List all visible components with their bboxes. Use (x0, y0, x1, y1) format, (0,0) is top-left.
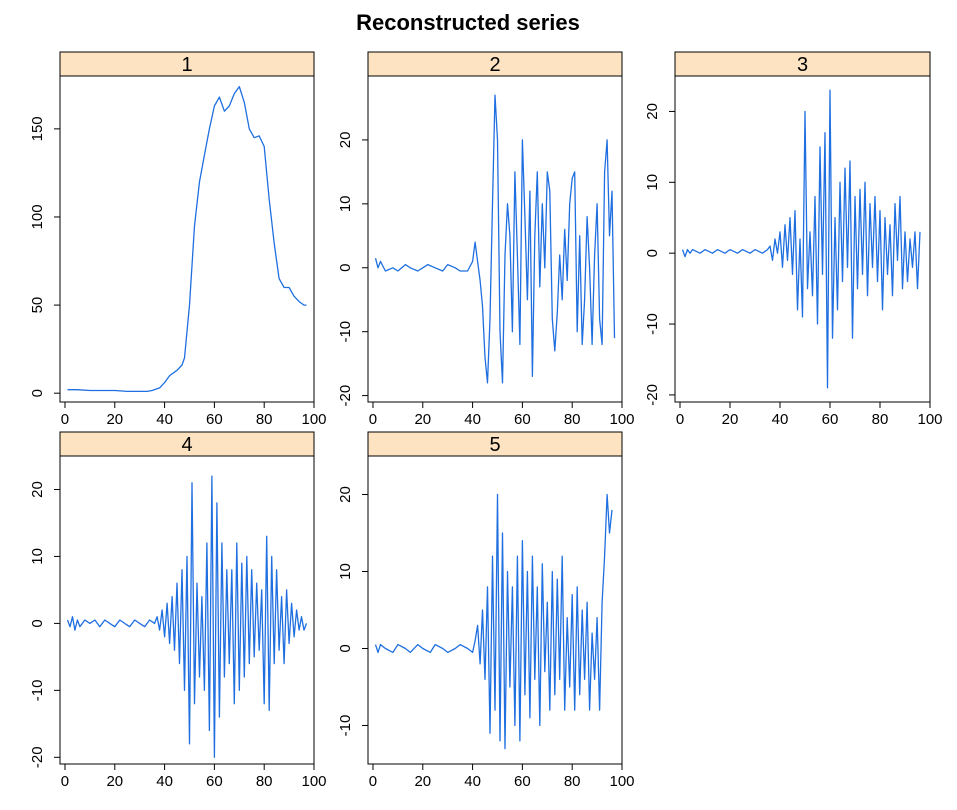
y-tick-label: 20 (644, 103, 661, 120)
y-tick-label: 20 (29, 481, 46, 498)
x-tick-label: 100 (301, 411, 326, 428)
x-tick-label: 80 (256, 411, 273, 428)
panel-strip (59, 51, 315, 77)
y-tick-label: 10 (29, 548, 46, 565)
x-tick-label: 80 (872, 411, 889, 428)
y-tick-label: -10 (337, 321, 354, 343)
y-tick-label: -10 (337, 715, 354, 737)
panel-3: 3 0 20 40 60 80 100 -20 -10 0 10 20 (644, 51, 943, 428)
y-tick-label: 0 (29, 619, 46, 627)
x-tick-label: 80 (256, 773, 273, 790)
panel-strip-label: 2 (489, 54, 500, 76)
x-tick-label: 60 (206, 411, 223, 428)
y-tick-label: 10 (337, 195, 354, 212)
x-tick-label: 0 (61, 773, 69, 790)
x-tick-label: 100 (917, 411, 942, 428)
x-tick-label: 0 (369, 773, 377, 790)
plot-frame (59, 75, 315, 403)
panel-strip (367, 51, 623, 77)
series-line (681, 89, 921, 389)
x-tick-label: 80 (564, 773, 581, 790)
x-tick-label: 20 (414, 411, 431, 428)
plot-frame (59, 455, 315, 765)
plot-frame (367, 75, 623, 403)
x-tick-label: 20 (106, 773, 123, 790)
y-tick-label: -20 (337, 385, 354, 407)
y-tick-label: 50 (29, 297, 46, 314)
x-tick-label: 40 (464, 411, 481, 428)
y-tick-label: 20 (337, 486, 354, 503)
x-tick-label: 80 (564, 411, 581, 428)
x-tick-label: 40 (156, 773, 173, 790)
y-tick-label: 20 (337, 132, 354, 149)
panel-strip-label: 4 (181, 434, 192, 456)
y-tick-label: -10 (644, 313, 661, 335)
panel-5: 5 0 20 40 60 80 100 -10 0 10 20 (337, 431, 635, 790)
series-line (374, 493, 613, 750)
y-tick-label: 0 (337, 644, 354, 652)
panel-strip (367, 431, 623, 457)
x-tick-label: 100 (609, 773, 634, 790)
chart-title: Reconstructed series (356, 10, 580, 35)
x-tick-label: 20 (106, 411, 123, 428)
y-tick-label: 0 (29, 389, 46, 397)
y-tick-label: 10 (644, 174, 661, 191)
panel-strip-label: 3 (797, 54, 808, 76)
series-line (374, 94, 616, 384)
x-tick-label: 60 (822, 411, 839, 428)
panel-strip-label: 5 (489, 434, 500, 456)
x-tick-label: 40 (464, 773, 481, 790)
x-tick-label: 0 (676, 411, 684, 428)
y-tick-label: 0 (337, 264, 354, 272)
series-line (66, 475, 308, 758)
y-tick-label: 150 (29, 116, 46, 141)
panel-strip (59, 431, 315, 457)
y-tick-label: 10 (337, 563, 354, 580)
plot-frame (674, 75, 931, 403)
panel-strip (674, 51, 931, 77)
x-tick-label: 60 (514, 773, 531, 790)
y-tick-label: 100 (29, 204, 46, 229)
x-tick-label: 20 (414, 773, 431, 790)
x-tick-label: 60 (514, 411, 531, 428)
panel-strip-label: 1 (181, 54, 192, 76)
y-tick-label: -20 (644, 384, 661, 406)
x-tick-label: 40 (772, 411, 789, 428)
x-tick-label: 60 (206, 773, 223, 790)
x-tick-label: 40 (156, 411, 173, 428)
x-tick-label: 20 (722, 411, 739, 428)
series-line (67, 85, 307, 393)
x-tick-label: 0 (369, 411, 377, 428)
y-tick-label: -20 (29, 746, 46, 768)
plot-frame (367, 455, 623, 765)
y-tick-label: 0 (644, 249, 661, 257)
panel-1: 1 0 20 40 60 80 100 0 50 100 150 (29, 51, 327, 428)
x-tick-label: 100 (301, 773, 326, 790)
x-tick-label: 0 (61, 411, 69, 428)
y-tick-label: -10 (29, 680, 46, 702)
x-tick-label: 100 (609, 411, 634, 428)
